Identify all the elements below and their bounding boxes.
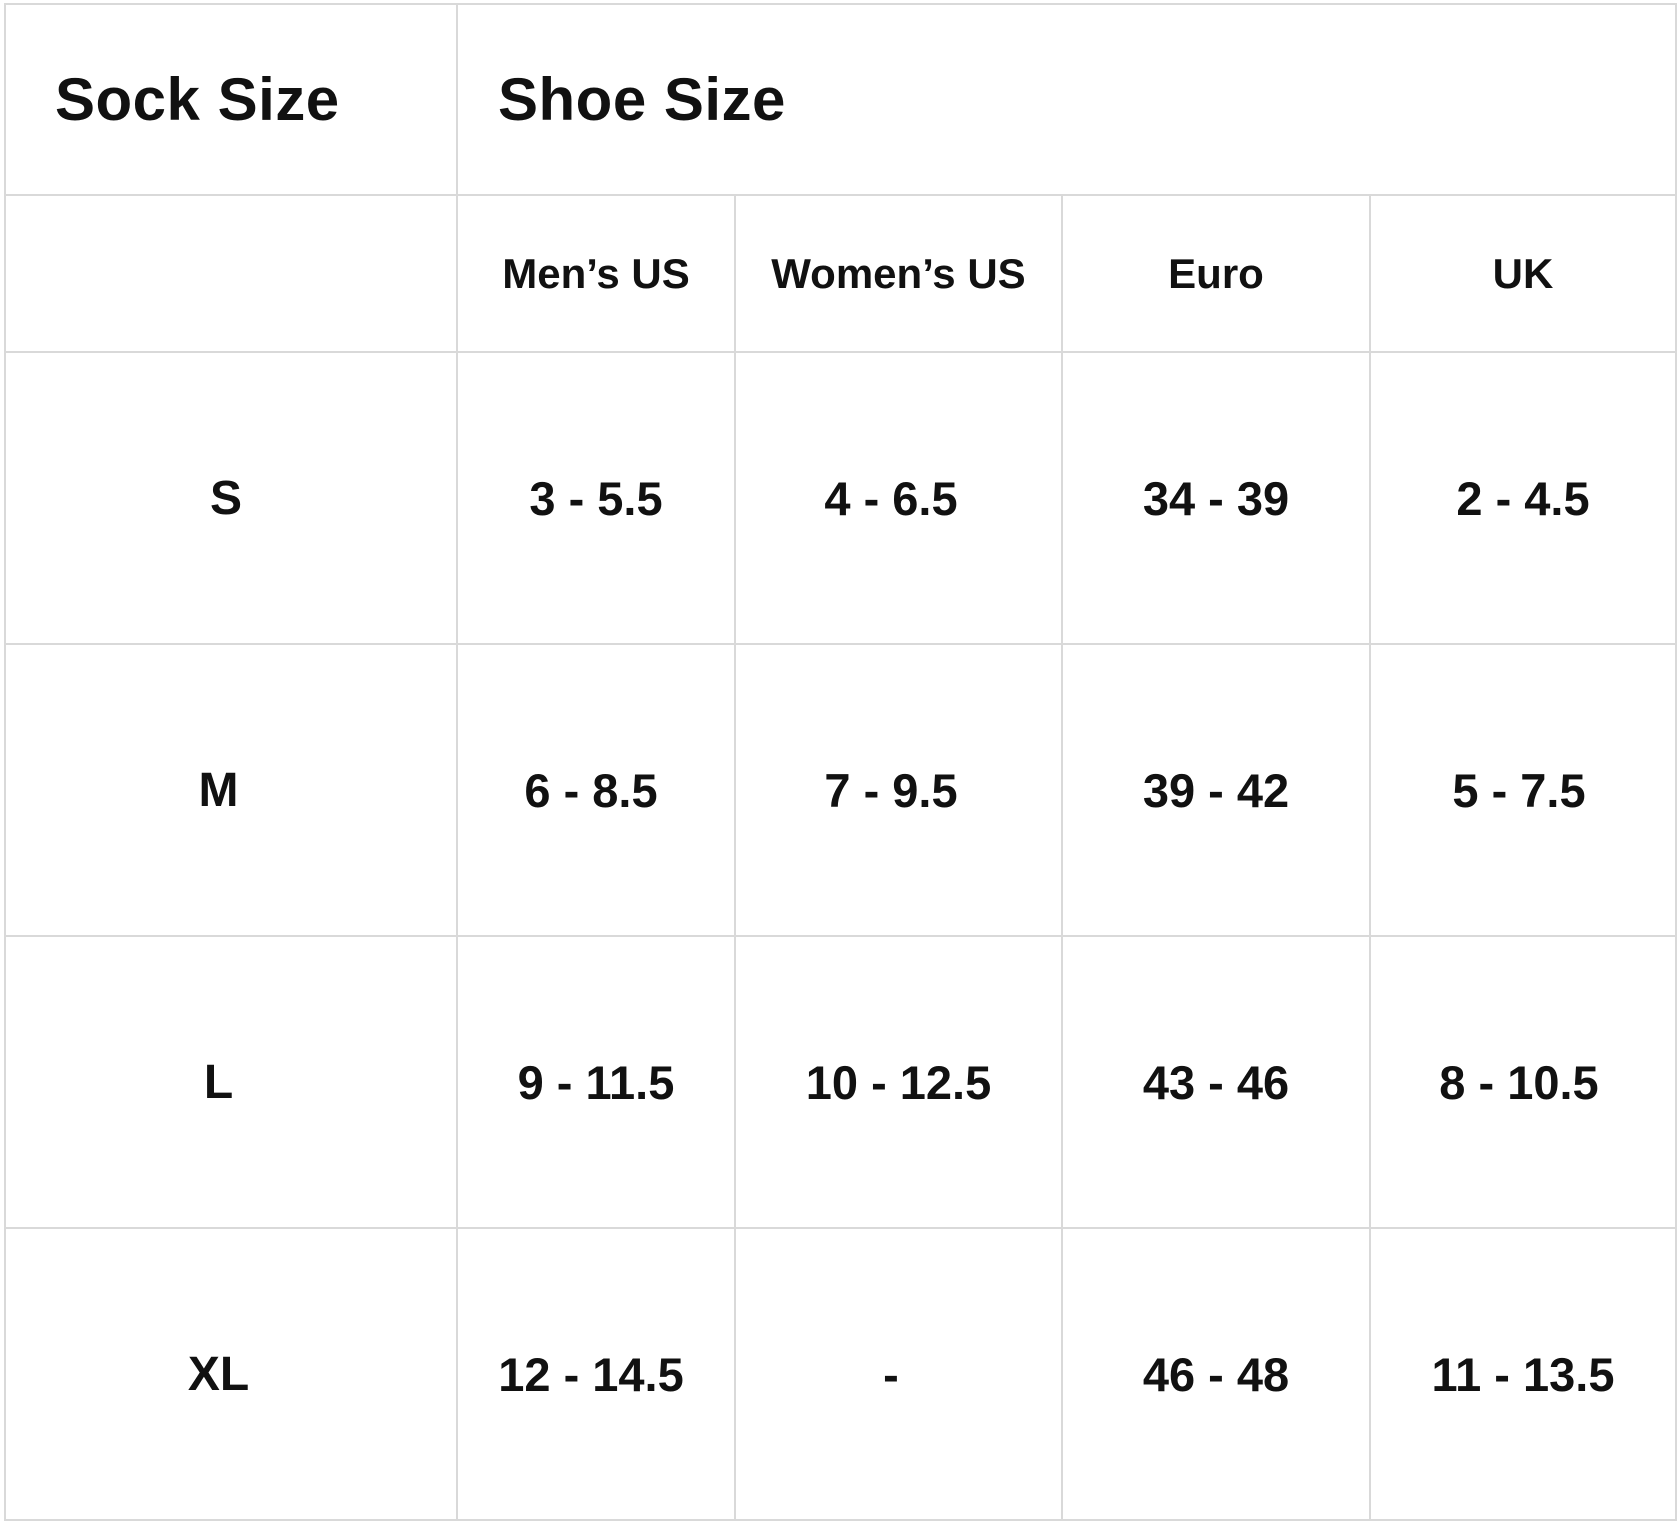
sock-size-l: L: [203, 1055, 234, 1109]
grid-line-row-s: [4, 643, 1676, 645]
sock-size-heading: Sock Size: [55, 66, 340, 133]
womens-us-xl: -: [883, 1347, 899, 1401]
grid-line-mens-column: [734, 196, 736, 1521]
grid-line-header: [4, 194, 1676, 196]
uk-s: 2 - 4.5: [1456, 471, 1590, 525]
column-header-uk: UK: [1492, 249, 1554, 297]
euro-s: 34 - 39: [1142, 471, 1290, 525]
euro-l: 43 - 46: [1142, 1055, 1290, 1109]
grid-line-subheader: [4, 351, 1676, 353]
sock-size-xl: XL: [187, 1347, 250, 1401]
column-header-womens-us: Women’s US: [771, 249, 1026, 297]
euro-m: 39 - 42: [1142, 763, 1290, 817]
grid-line-bottom: [4, 1519, 1676, 1521]
sock-size-s: S: [209, 471, 242, 525]
shoe-size-heading: Shoe Size: [498, 66, 786, 133]
womens-us-l: 10 - 12.5: [805, 1055, 992, 1109]
grid-line-top: [4, 3, 1676, 5]
column-header-euro: Euro: [1168, 249, 1264, 297]
uk-l: 8 - 10.5: [1439, 1055, 1599, 1109]
grid-line-right: [1675, 3, 1677, 1521]
grid-line-sock-column: [456, 3, 458, 1521]
euro-xl: 46 - 48: [1142, 1347, 1290, 1401]
womens-us-m: 7 - 9.5: [824, 763, 958, 817]
grid-line-left: [4, 3, 6, 1521]
column-header-mens-us: Men’s US: [502, 249, 690, 297]
mens-us-l: 9 - 11.5: [517, 1055, 675, 1109]
sock-size-m: M: [198, 763, 239, 817]
grid-line-row-l: [4, 1227, 1676, 1229]
uk-xl: 11 - 13.5: [1431, 1347, 1615, 1401]
grid-line-row-m: [4, 935, 1676, 937]
womens-us-s: 4 - 6.5: [824, 471, 958, 525]
mens-us-s: 3 - 5.5: [529, 471, 663, 525]
mens-us-xl: 12 - 14.5: [498, 1347, 684, 1401]
grid-line-euro-column: [1369, 196, 1371, 1521]
uk-m: 5 - 7.5: [1452, 763, 1586, 817]
grid-line-womens-column: [1061, 196, 1063, 1521]
mens-us-m: 6 - 8.5: [524, 763, 658, 817]
